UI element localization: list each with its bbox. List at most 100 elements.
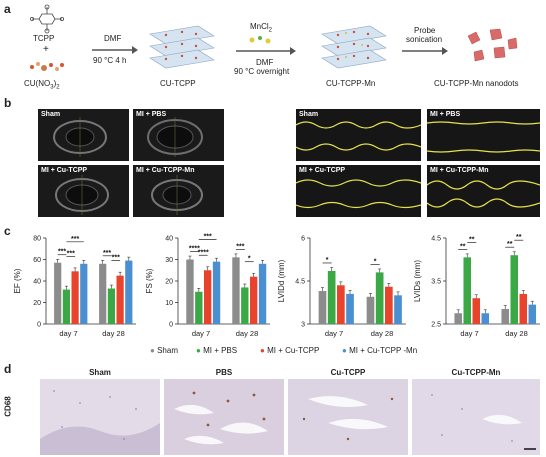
y-axis-label: LVIDs (mm): [413, 260, 422, 302]
mmode-image-mi-pbs: MI + PBS: [427, 109, 540, 161]
bar-MI + Cu-TCPP: [250, 276, 258, 324]
legend-item-mi-cu-tcpp: ● MI + Cu-TCPP: [260, 346, 320, 355]
legend-dot-sham: ●: [150, 346, 155, 355]
y-tick-label: 6: [301, 236, 305, 243]
mmode-label-sham: Sham: [299, 111, 319, 118]
x-tick-label: day 7: [460, 329, 478, 338]
echo-image-mi-pbs: MI + PBS: [133, 109, 224, 161]
significance-label: ***: [112, 255, 120, 262]
bar-MI + Cu-TCPP -Mn: [394, 295, 402, 324]
panel-d-letter: d: [4, 362, 12, 376]
panel-c-letter: c: [4, 224, 11, 238]
panel-a-letter: a: [4, 2, 11, 16]
significance-label: ****: [198, 249, 209, 256]
y-tick-label: 10: [165, 300, 173, 307]
bar-MI + PBS: [510, 255, 518, 324]
bar-MI + Cu-TCPP: [204, 270, 212, 324]
bar-MI + Cu-TCPP: [337, 285, 345, 324]
y-tick-label: 4.5: [431, 236, 441, 243]
bar-MI + PBS: [241, 287, 249, 324]
y-tick-label: 60: [33, 257, 41, 264]
y-axis-label: LVIDd (mm): [277, 259, 286, 302]
bar-MI + Cu-TCPP -Mn: [80, 263, 88, 324]
bar-Sham: [232, 257, 240, 324]
x-tick-label: day 28: [371, 329, 394, 338]
panel-b-letter: b: [4, 96, 12, 110]
y-tick-label: 40: [33, 279, 41, 286]
significance-label: *: [374, 258, 377, 265]
y-tick-label: 2.5: [431, 322, 441, 329]
mmode-label-mi-cu-tcpp: MI + Cu-TCPP: [299, 167, 346, 174]
y-axis-label: EF (%): [13, 268, 22, 293]
bar-Sham: [99, 263, 107, 324]
chart-lvidd: 3 4.5 6 LVIDd (mm) day 7 day 28 * *: [277, 236, 406, 338]
bar-MI + PBS: [195, 291, 203, 324]
bar-MI + Cu-TCPP -Mn: [212, 261, 221, 324]
y-tick-label: 40: [165, 236, 173, 243]
significance-label: **: [507, 241, 513, 248]
bar-MI + Cu-TCPP -Mn: [125, 260, 133, 324]
legend-dot-mi-cu-tcpp: ●: [260, 346, 265, 355]
bar-MI + Cu-TCPP -Mn: [258, 263, 267, 324]
step2-arrow: [236, 47, 296, 55]
x-tick-label: day 28: [505, 329, 528, 338]
histology-image-sham: [40, 379, 160, 455]
step2-condition: 90 °C overnight: [234, 67, 290, 76]
bar-MI + Cu-TCPP -Mn: [346, 293, 354, 324]
histo-title-cu-tcpp: Cu-TCPP: [330, 368, 366, 377]
bar-MI + Cu-TCPP: [385, 286, 393, 324]
plus-sign: +: [43, 44, 49, 55]
cu-tcpp-mn-framework: [321, 25, 387, 69]
y-tick-label: 0: [37, 322, 41, 329]
bar-MI + Cu-TCPP: [116, 275, 124, 324]
bar-MI + PBS: [62, 289, 70, 324]
tcpp-molecule-diagram: [30, 4, 64, 34]
x-tick-label: day 7: [192, 329, 210, 338]
step1-arrow: [92, 46, 138, 54]
echo-image-mi-cu-tcpp-mn: MI + Cu-TCPP-Mn: [133, 165, 224, 217]
significance-label: ***: [103, 250, 111, 257]
significance-label: ****: [189, 246, 200, 253]
mmode-label-mi-pbs: MI + PBS: [430, 111, 461, 118]
y-tick-label: 20: [33, 300, 41, 307]
mmode-label-mi-cu-tcpp-mn: MI + Cu-TCPP-Mn: [430, 167, 489, 174]
chart-legend: ● Sham ● MI + PBS ● MI + Cu-TCPP ● MI + …: [150, 346, 450, 358]
histo-title-sham: Sham: [89, 368, 111, 377]
echo-label-mi-pbs: MI + PBS: [136, 111, 167, 118]
x-tick-label: day 28: [102, 329, 125, 338]
echo-image-sham: Sham: [38, 109, 129, 161]
legend-dot-mi-pbs: ●: [196, 346, 201, 355]
step3-method: Probe: [414, 26, 436, 35]
manganese-dots-icon: [249, 36, 271, 44]
histo-title-pbs: PBS: [215, 368, 233, 377]
cu-tcpp-label: CU-TCPP: [160, 79, 196, 88]
copper-nitrate-diagram: [30, 62, 64, 71]
significance-label: *: [326, 257, 329, 264]
y-tick-label: 3: [301, 322, 305, 329]
legend-item-sham: ● Sham: [150, 346, 178, 355]
y-tick-label: 20: [165, 279, 173, 286]
nanodots-illustration: [467, 28, 518, 62]
echo-image-mi-cu-tcpp: MI + Cu-TCPP: [38, 165, 129, 217]
cd68-row-label: CD68: [3, 396, 13, 417]
bar-MI + Cu-TCPP -Mn: [481, 313, 490, 324]
bar-MI + Cu-TCPP: [71, 271, 79, 324]
x-tick-label: day 28: [236, 329, 259, 338]
nanodots-label: CU-TCPP-Mn nanodots: [434, 79, 519, 88]
bar-Sham: [186, 259, 194, 324]
mmode-image-sham: Sham: [296, 109, 421, 161]
histology-image-pbs: [164, 379, 284, 455]
step2-reagent: MnCl2: [250, 22, 273, 34]
legend-item-mi-pbs: ● MI + PBS: [196, 346, 238, 355]
significance-label: ***: [58, 249, 66, 256]
echo-label-mi-cu-tcpp: MI + Cu-TCPP: [41, 167, 88, 174]
bar-MI + PBS: [463, 257, 471, 324]
legend-item-mi-cu-tcpp-mn: ● MI + Cu-TCPP -Mn: [342, 346, 418, 355]
histology-image-cu-tcpp-mn: [412, 379, 540, 455]
bar-Sham: [454, 313, 462, 324]
y-tick-label: 3.5: [431, 279, 441, 286]
significance-label: ***: [236, 243, 244, 250]
